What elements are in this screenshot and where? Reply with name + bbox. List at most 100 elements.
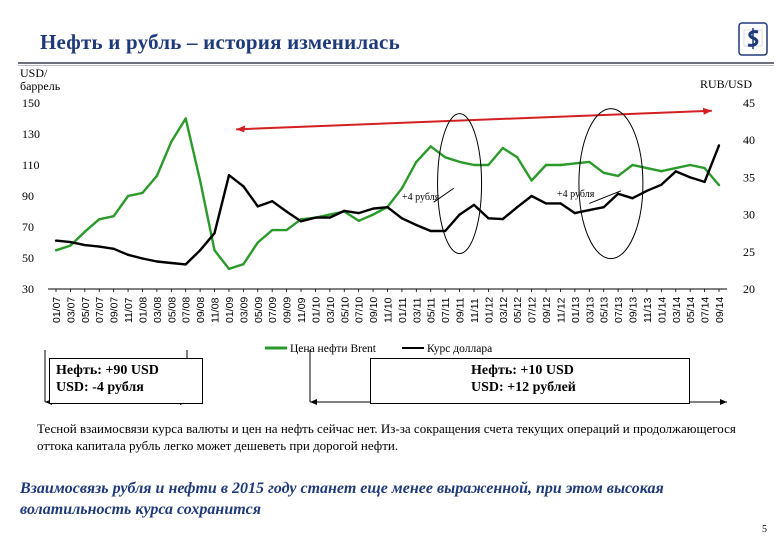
- left-tick-label-1: 50: [22, 251, 34, 265]
- series-1-point-11: [213, 232, 216, 235]
- annotation-arrow-right: [589, 190, 622, 204]
- x-tick-label-44: 05/14: [685, 297, 697, 323]
- series-0-point-15: [270, 228, 274, 232]
- left-tick-label-4: 110: [22, 158, 40, 172]
- series-0-point-3: [98, 218, 101, 221]
- page-title: Нефть и рубль – история изменилась: [40, 30, 400, 54]
- left-tick-label-2: 70: [22, 220, 34, 234]
- title-rule-thin: [18, 65, 774, 66]
- page-number: 5: [762, 524, 767, 535]
- x-tick-label-14: 05/09: [253, 297, 265, 323]
- series-0-point-30: [487, 163, 490, 167]
- series-1-point-28: [458, 213, 461, 216]
- series-0-point-27: [443, 156, 447, 159]
- series-1-point-46: [717, 144, 721, 147]
- right-axis-label: RUB/USD: [700, 77, 753, 91]
- series-0-point-6: [141, 191, 144, 195]
- x-tick-label-29: 11/11: [469, 298, 481, 323]
- x-tick-label-11: 11/08: [210, 297, 222, 323]
- series-0-point-41: [645, 166, 649, 170]
- series-1-point-8: [170, 261, 173, 265]
- series-0-point-10: [198, 179, 202, 182]
- series-0-point-9: [184, 117, 187, 120]
- x-tick-label-12: 01/09: [224, 297, 236, 323]
- x-tick-label-21: 07/10: [354, 297, 366, 323]
- series-1-point-3: [98, 245, 101, 248]
- x-tick-label-26: 05/11: [426, 297, 438, 323]
- red-arrowhead-right: [702, 107, 712, 115]
- series-1-point-15: [270, 200, 274, 203]
- left-axis-label: USD/ баррель: [20, 67, 60, 93]
- bracket-right-arrow-start: [310, 399, 317, 405]
- series-1-point-25: [415, 223, 418, 227]
- x-tick-label-34: 09/12: [541, 297, 553, 323]
- x-tick-label-38: 05/13: [599, 297, 611, 323]
- left-summary-line-1: Нефть: +90 USD: [56, 363, 159, 378]
- series-1-point-4: [112, 247, 115, 251]
- series-0-point-1: [69, 244, 72, 247]
- x-tick-label-15: 07/09: [267, 297, 279, 323]
- explanation-note: Тесной взаимосвязи курса валюты и цен на…: [37, 421, 736, 453]
- red-arrowhead-left: [236, 125, 246, 133]
- series-1-point-33: [530, 194, 533, 198]
- x-tick-label-32: 05/12: [512, 297, 524, 323]
- series-0-point-22: [371, 213, 375, 216]
- series-0-point-37: [588, 160, 591, 164]
- series-0-point-36: [573, 162, 577, 165]
- series-1-point-32: [516, 205, 519, 209]
- x-tick-label-45: 07/14: [700, 297, 712, 323]
- series-0-point-5: [126, 194, 130, 198]
- series-0-point-7: [155, 174, 159, 178]
- series-1-point-38: [602, 205, 605, 209]
- x-tick-label-20: 05/10: [339, 297, 351, 323]
- series-0-point-31: [501, 146, 505, 150]
- series-1-point-2: [83, 243, 87, 247]
- series-0-point-40: [631, 163, 634, 167]
- series-0-point-24: [400, 187, 404, 190]
- left-axis-label-line-1: USD/: [20, 66, 48, 80]
- x-tick-label-46: 09/14: [714, 297, 726, 323]
- left-tick-label-0: 30: [22, 282, 34, 296]
- x-tick-label-1: 03/07: [65, 297, 77, 323]
- right-tick-label-1: 25: [743, 245, 755, 259]
- series-1-point-0: [54, 239, 58, 242]
- series-1-point-35: [559, 202, 562, 205]
- x-tick-label-37: 03/13: [584, 297, 596, 323]
- right-tick-label-5: 45: [743, 96, 755, 110]
- x-tick-label-24: 01/11: [397, 297, 409, 323]
- series-1-point-30: [487, 217, 490, 220]
- series-0-point-35: [559, 163, 562, 167]
- series-0-point-12: [227, 267, 231, 271]
- series-0-point-8: [170, 140, 173, 143]
- series-1-point-27: [443, 229, 447, 233]
- title-rule: [18, 62, 774, 64]
- right-tick-label-3: 35: [743, 170, 755, 184]
- series-1-point-20: [343, 209, 346, 213]
- right-summary-box: Нефть: +10 USD USD: +12 рублей: [370, 358, 690, 404]
- series-1-point-12: [227, 173, 231, 177]
- x-tick-label-5: 11/07: [123, 297, 135, 323]
- x-tick-label-36: 01/13: [570, 297, 582, 323]
- x-tick-label-10: 09/08: [195, 297, 207, 323]
- series-1-point-6: [141, 257, 144, 260]
- x-tick-label-40: 09/13: [628, 297, 640, 323]
- x-tick-label-16: 09/09: [282, 297, 294, 323]
- annotation-left-plus4: +4 рубля: [402, 192, 440, 203]
- x-tick-label-18: 01/10: [310, 297, 322, 323]
- legend-label-brent: Цена нефти Brent: [290, 343, 377, 355]
- x-tick-label-39: 07/13: [613, 297, 625, 323]
- series-1-point-10: [198, 249, 202, 252]
- series-1-point-23: [386, 205, 389, 209]
- series-1-point-26: [429, 229, 432, 233]
- dollar-sign-logo: [738, 22, 768, 56]
- left-summary-line-2: USD: -4 рубля: [56, 380, 144, 395]
- series-1-point-44: [688, 176, 692, 179]
- series-0-point-46: [717, 183, 721, 187]
- x-tick-label-22: 09/10: [368, 297, 380, 323]
- x-tick-label-7: 03/08: [152, 297, 164, 323]
- series-0-point-44: [688, 163, 692, 167]
- series-1-point-14: [256, 205, 259, 208]
- annotation-arrow-left: [433, 187, 455, 203]
- x-tick-label-23: 11/10: [383, 297, 395, 323]
- left-axis-label-line-2: баррель: [20, 79, 61, 93]
